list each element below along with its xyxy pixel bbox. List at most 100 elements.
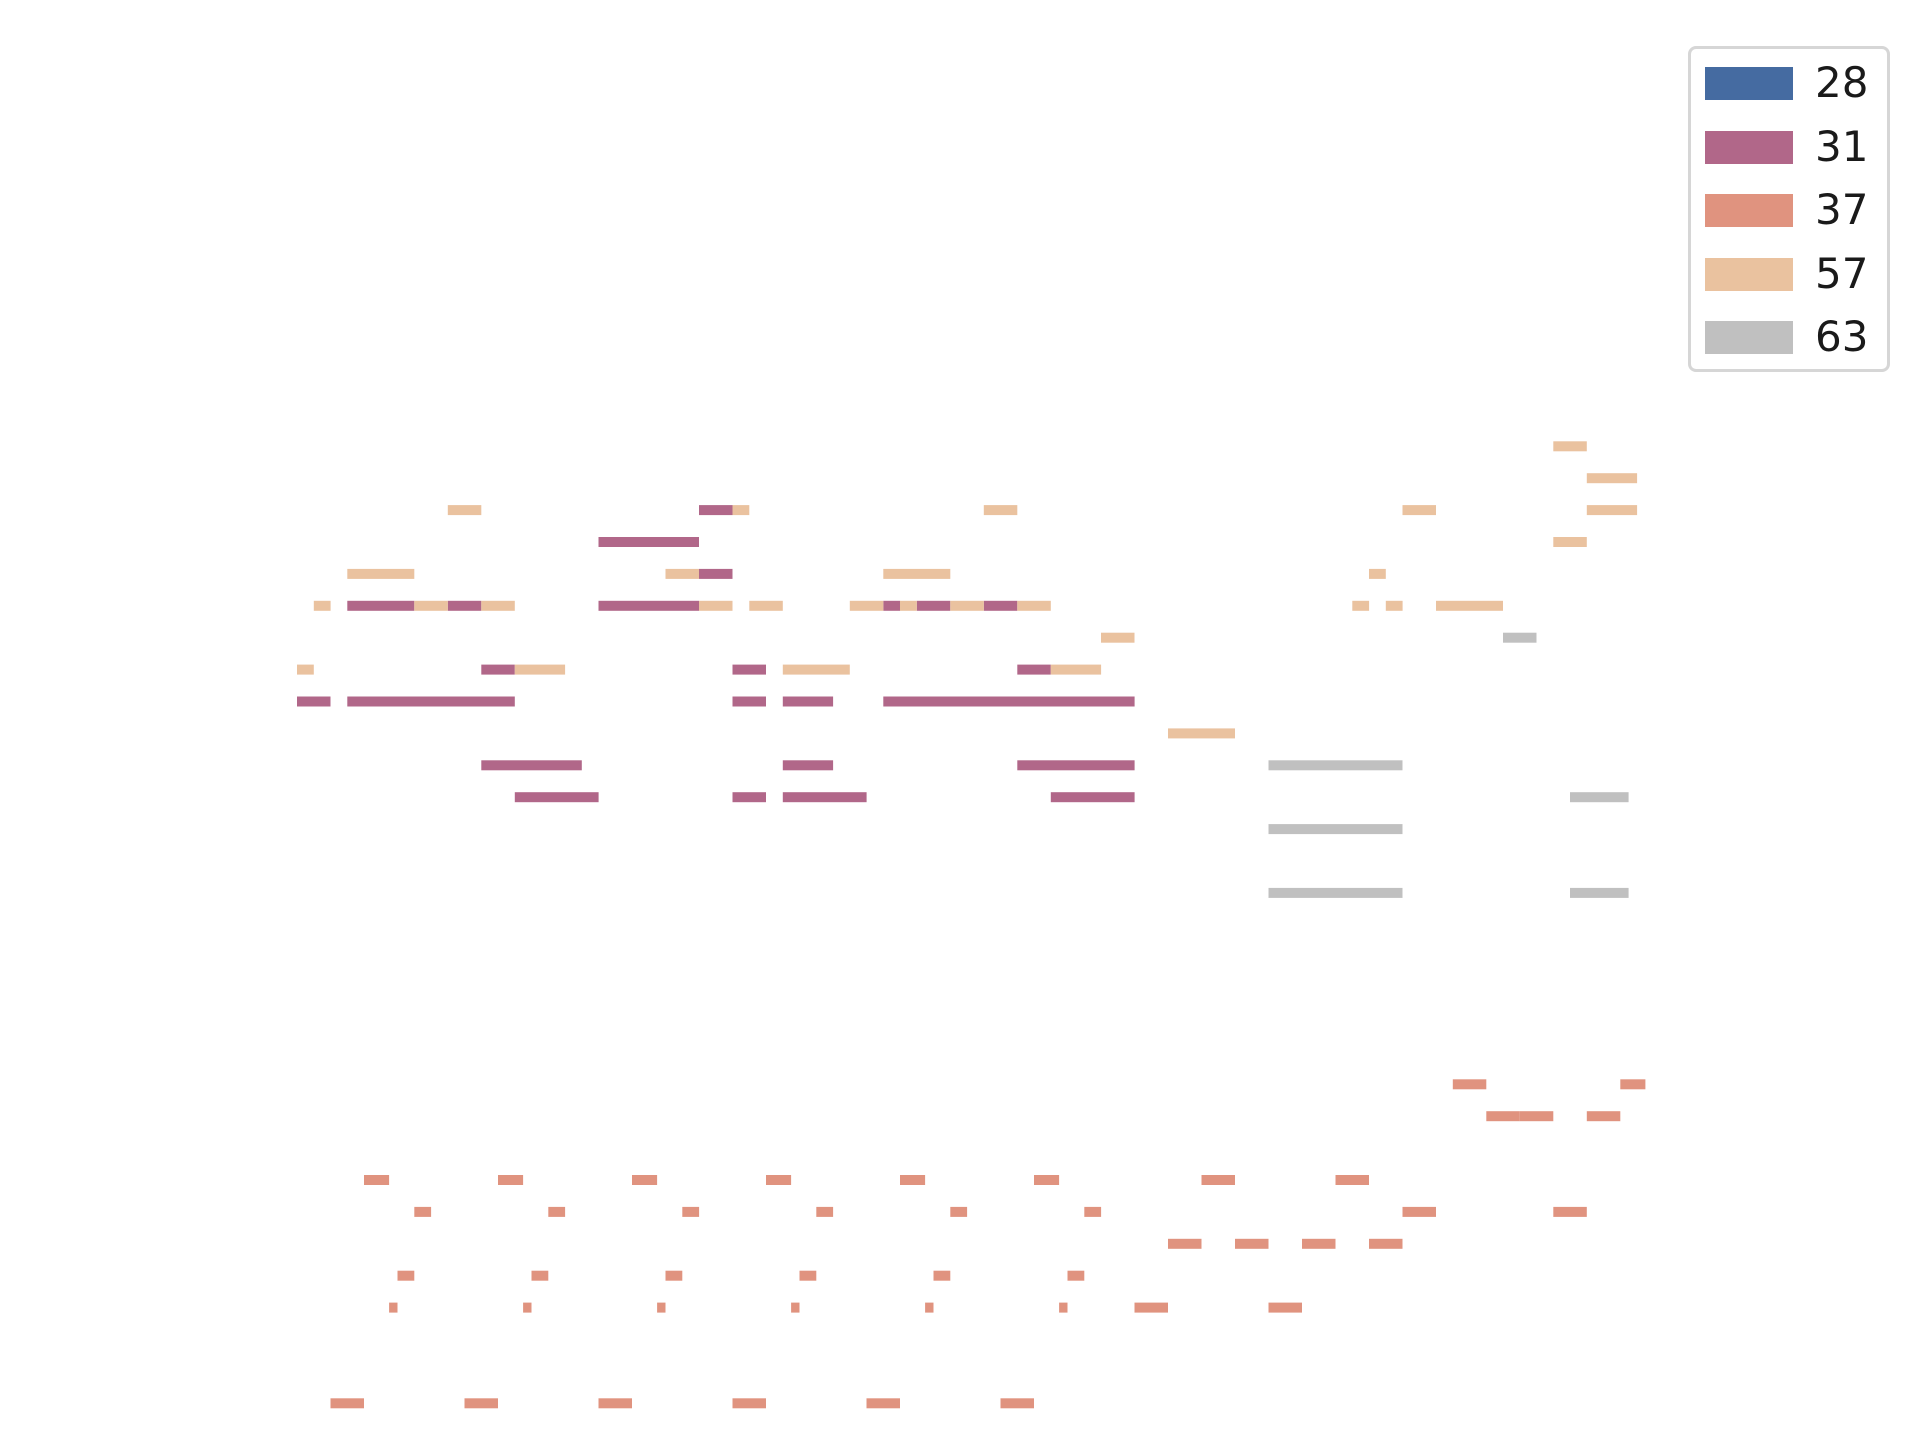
note-bar (1235, 1238, 1269, 1249)
note-bar (297, 664, 314, 675)
note-bar (1017, 600, 1051, 611)
note-bar (1302, 1238, 1336, 1249)
note-bar (1000, 1398, 1034, 1409)
note-bar (849, 600, 884, 611)
note-bar (1369, 1238, 1403, 1249)
note-bar (297, 696, 331, 707)
note-bar (1017, 664, 1051, 675)
note-bar (598, 1398, 632, 1409)
note-bar (732, 664, 766, 675)
note-bar (900, 600, 917, 611)
note-bar (799, 1270, 817, 1281)
note-bar (1620, 1079, 1646, 1090)
note-bar (665, 568, 699, 579)
note-bar (1553, 441, 1587, 452)
note-bar (916, 600, 951, 611)
note-bar (1436, 600, 1503, 611)
note-bar (1168, 1238, 1202, 1249)
note-bar (1586, 1111, 1621, 1122)
note-bar (464, 1398, 498, 1409)
note-bar (389, 1302, 398, 1313)
note-bar (1570, 887, 1629, 898)
note-bar (481, 664, 515, 675)
note-bar (514, 664, 566, 675)
note-bar (950, 1206, 968, 1217)
note-bar (523, 1302, 532, 1313)
note-bar (313, 600, 331, 611)
note-bar (1352, 600, 1370, 611)
legend-item: 57 (1705, 249, 1885, 298)
note-bar (699, 505, 733, 516)
note-bar (397, 1270, 415, 1281)
legend-label: 28 (1815, 58, 1869, 107)
note-bar (1553, 1206, 1587, 1217)
note-bar (1268, 760, 1403, 771)
note-bar (732, 792, 766, 803)
legend-swatch (1705, 194, 1793, 227)
note-bar (598, 600, 699, 611)
note-bar (1067, 1270, 1085, 1281)
note-bar (1050, 792, 1135, 803)
note-bar (1268, 824, 1403, 835)
note-bar (347, 696, 515, 707)
note-bar (330, 1398, 364, 1409)
note-bar (632, 1175, 658, 1185)
note-bar (900, 1175, 926, 1185)
note-bar (983, 600, 1018, 611)
note-bar (1335, 1175, 1369, 1185)
note-bar (1268, 887, 1403, 898)
note-bar (1385, 600, 1403, 611)
note-bar (925, 1302, 934, 1313)
note-bar (447, 505, 482, 516)
note-bar (732, 505, 750, 516)
note-bar (950, 600, 984, 611)
note-bar (347, 568, 415, 579)
note-bar (782, 664, 850, 675)
legend-label: 63 (1815, 312, 1869, 361)
note-bar (1201, 1175, 1235, 1185)
note-bar (1570, 792, 1629, 803)
note-bar (1134, 1302, 1168, 1313)
note-bar (1017, 760, 1135, 771)
note-bar (1084, 1206, 1102, 1217)
legend-label: 37 (1815, 185, 1869, 234)
note-bar (866, 1398, 900, 1409)
note-bar (447, 600, 482, 611)
legend-item: 63 (1705, 312, 1885, 361)
note-bar (782, 760, 834, 771)
note-bar (1586, 473, 1638, 484)
note-bar (883, 568, 951, 579)
note-bar (481, 760, 582, 771)
legend: 28 31 37 57 63 (1688, 46, 1890, 372)
note-bar (766, 1175, 792, 1185)
note-bar (1503, 632, 1537, 643)
note-bar (1101, 632, 1135, 643)
note-bar (498, 1175, 524, 1185)
note-bar (699, 600, 733, 611)
note-bar (883, 600, 901, 611)
notes-layer (297, 441, 1646, 1409)
note-bar (782, 696, 834, 707)
note-bar (883, 696, 1135, 707)
legend-swatch (1705, 130, 1793, 164)
legend-item: 31 (1705, 122, 1885, 171)
legend-swatch (1705, 321, 1793, 354)
legend-swatch (1705, 67, 1793, 100)
note-bar (1268, 1302, 1302, 1313)
note-bar (816, 1206, 834, 1217)
note-bar (531, 1270, 549, 1281)
legend-item: 37 (1705, 185, 1885, 234)
note-bar (1369, 568, 1386, 579)
note-bar (1402, 505, 1436, 516)
note-bar (791, 1302, 800, 1313)
note-bar (481, 600, 515, 611)
note-bar (782, 792, 867, 803)
note-bar (1553, 537, 1587, 547)
legend-label: 57 (1815, 248, 1869, 298)
legend-item: 28 (1705, 58, 1885, 107)
note-bar (983, 505, 1018, 516)
note-bar (657, 1302, 666, 1313)
note-bar (414, 600, 448, 611)
note-bar (1168, 728, 1235, 739)
